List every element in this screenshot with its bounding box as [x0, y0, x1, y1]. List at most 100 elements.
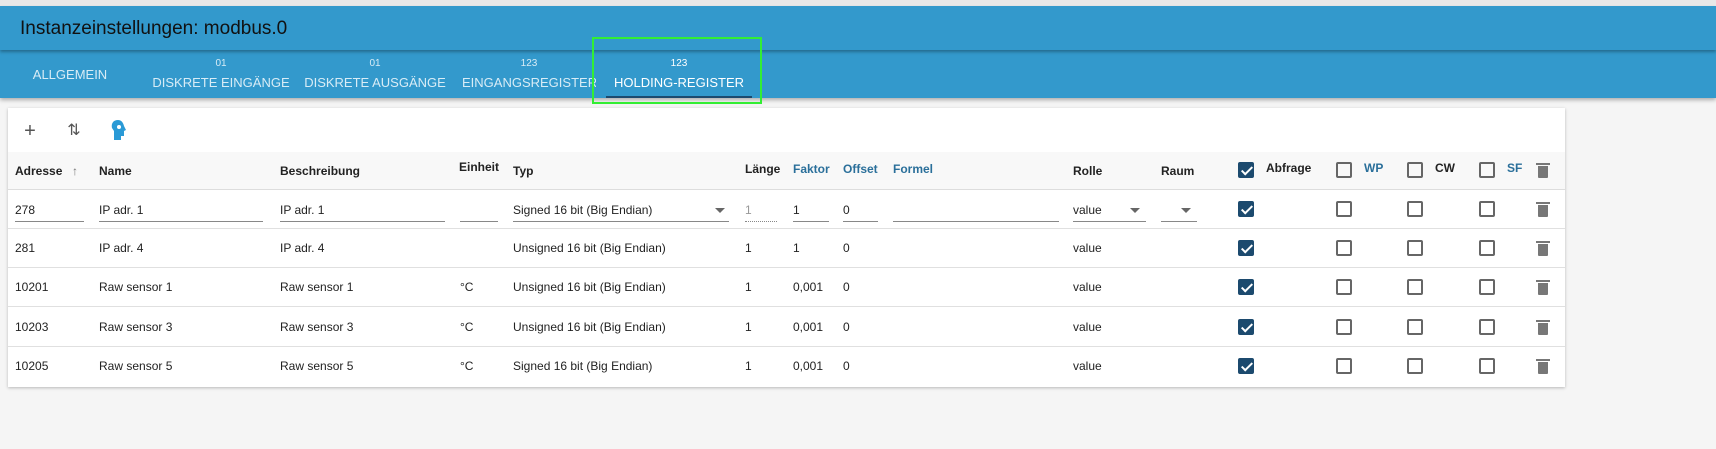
abfrage-checkbox[interactable] [1238, 240, 1254, 256]
table-row[interactable]: 10201 Raw sensor 1 Raw sensor 1 °C Unsig… [8, 268, 1565, 308]
col-adresse[interactable]: Adresse [15, 164, 63, 178]
cw-checkbox[interactable] [1407, 318, 1423, 335]
head-icon[interactable] [106, 120, 130, 142]
tab-holding-register[interactable]: 123 HOLDING-REGISTER [606, 50, 752, 98]
raum-select[interactable] [1161, 200, 1197, 222]
tab-icon-01: 01 [369, 58, 381, 69]
cw-checkbox[interactable] [1407, 240, 1423, 256]
tab-icon-01: 01 [215, 58, 227, 69]
tab-icon-123: 123 [670, 58, 688, 69]
cell-laenge: 1 [745, 358, 752, 373]
wp-checkbox[interactable] [1336, 279, 1352, 296]
abfrage-checkbox[interactable] [1238, 279, 1254, 296]
rolle-select[interactable]: value [1073, 200, 1146, 222]
delete-icon[interactable] [1536, 202, 1550, 217]
tab-diskrete-eingaenge[interactable]: 01 DISKRETE EINGÄNGE [150, 50, 292, 98]
cell-offset: 0 [843, 241, 850, 255]
col-rolle: Rolle [1073, 164, 1103, 178]
cell-beschreibung: Raw sensor 3 [280, 319, 354, 334]
table-row[interactable]: 10203 Raw sensor 3 Raw sensor 3 °C Unsig… [8, 308, 1565, 347]
col-beschreibung: Beschreibung [280, 164, 361, 178]
wp-all-checkbox[interactable] [1336, 162, 1352, 178]
cell-rolle: value [1073, 319, 1102, 334]
col-sf: SF [1507, 161, 1523, 175]
cell-faktor: 0,001 [793, 319, 824, 334]
cell-faktor: 0,001 [793, 280, 824, 295]
table-row[interactable]: 281 IP adr. 4 IP adr. 4 Unsigned 16 bit … [8, 229, 1565, 268]
cell-laenge: 1 [745, 241, 752, 255]
cell-name: Raw sensor 5 [99, 358, 173, 373]
add-icon[interactable]: + [24, 120, 36, 142]
abfrage-checkbox[interactable] [1238, 318, 1254, 335]
wp-checkbox[interactable] [1336, 240, 1352, 256]
dropdown-arrow-icon [1181, 208, 1191, 213]
register-table-card: + ⇅ Adresse ↑ Name Beschreibung Einheit … [8, 108, 1565, 387]
top-strip [0, 0, 1716, 6]
tab-eingangsregister[interactable]: 123 EINGANGSREGISTER [462, 50, 596, 98]
beschreibung-input[interactable]: IP adr. 1 [280, 200, 445, 222]
formel-input[interactable] [893, 200, 1059, 222]
active-tab-indicator [606, 96, 752, 98]
delete-icon[interactable] [1536, 280, 1550, 296]
delete-icon[interactable] [1536, 241, 1550, 256]
tab-allgemein[interactable]: ALLGEMEIN [20, 50, 120, 98]
col-cw: CW [1435, 161, 1455, 175]
sf-checkbox[interactable] [1479, 201, 1495, 217]
cell-einheit: °C [460, 319, 474, 334]
cw-checkbox[interactable] [1407, 357, 1423, 374]
sf-all-checkbox[interactable] [1479, 162, 1495, 178]
wp-checkbox[interactable] [1336, 201, 1352, 217]
cell-name: Raw sensor 1 [99, 280, 173, 295]
offset-input[interactable]: 0 [843, 200, 878, 222]
cell-typ: Unsigned 16 bit (Big Endian) [513, 241, 666, 255]
cell-einheit: °C [460, 358, 474, 373]
delete-icon[interactable] [1536, 319, 1550, 335]
col-formel: Formel [893, 162, 934, 176]
sf-checkbox[interactable] [1479, 279, 1495, 296]
typ-select[interactable]: Signed 16 bit (Big Endian) [513, 200, 729, 222]
sf-checkbox[interactable] [1479, 240, 1495, 256]
col-abfrage: Abfrage [1266, 161, 1312, 175]
cell-rolle: value [1073, 241, 1102, 255]
cell-typ: Unsigned 16 bit (Big Endian) [513, 319, 666, 334]
cell-offset: 0 [843, 358, 850, 373]
tab-diskrete-ausgaenge[interactable]: 01 DISKRETE AUSGÄNGE [304, 50, 446, 98]
table-row[interactable]: 10205 Raw sensor 5 Raw sensor 5 °C Signe… [8, 347, 1565, 386]
cell-adresse: 281 [15, 241, 36, 255]
laenge-input[interactable]: 1 [745, 200, 777, 222]
sf-checkbox[interactable] [1479, 318, 1495, 335]
adresse-input[interactable]: 278 [15, 200, 84, 222]
name-input[interactable]: IP adr. 1 [99, 200, 263, 222]
sf-checkbox[interactable] [1479, 357, 1495, 374]
cell-rolle: value [1073, 280, 1102, 295]
cell-offset: 0 [843, 280, 850, 295]
sort-arrow-icon[interactable]: ↑ [72, 164, 78, 178]
typ-value: Signed 16 bit (Big Endian) [513, 203, 653, 217]
rolle-value: value [1073, 203, 1102, 217]
faktor-input[interactable]: 1 [793, 200, 829, 222]
cell-adresse: 10201 [15, 280, 49, 295]
cell-einheit: °C [460, 280, 474, 295]
einheit-input[interactable] [460, 200, 498, 222]
table-row-edit: 278 IP adr. 1 IP adr. 1 Signed 16 bit (B… [8, 190, 1565, 229]
cell-faktor: 1 [793, 241, 800, 255]
delete-all-icon[interactable] [1536, 163, 1550, 178]
cell-name: IP adr. 4 [99, 241, 144, 255]
abfrage-checkbox[interactable] [1238, 357, 1254, 374]
abfrage-all-checkbox[interactable] [1238, 162, 1254, 178]
cell-name: Raw sensor 3 [99, 319, 173, 334]
sort-import-icon[interactable]: ⇅ [67, 122, 81, 139]
cw-all-checkbox[interactable] [1407, 162, 1423, 178]
abfrage-checkbox[interactable] [1238, 201, 1254, 217]
cw-checkbox[interactable] [1407, 279, 1423, 296]
cell-typ: Signed 16 bit (Big Endian) [513, 358, 653, 373]
cell-offset: 0 [843, 319, 850, 334]
cell-beschreibung: Raw sensor 5 [280, 358, 354, 373]
col-einheit: Einheit [459, 160, 500, 174]
delete-icon[interactable] [1536, 358, 1550, 374]
tab-bar: ALLGEMEIN 01 DISKRETE EINGÄNGE 01 DISKRETE… [0, 50, 1716, 98]
cw-checkbox[interactable] [1407, 201, 1423, 217]
wp-checkbox[interactable] [1336, 357, 1352, 374]
wp-checkbox[interactable] [1336, 318, 1352, 335]
col-wp: WP [1364, 161, 1384, 175]
